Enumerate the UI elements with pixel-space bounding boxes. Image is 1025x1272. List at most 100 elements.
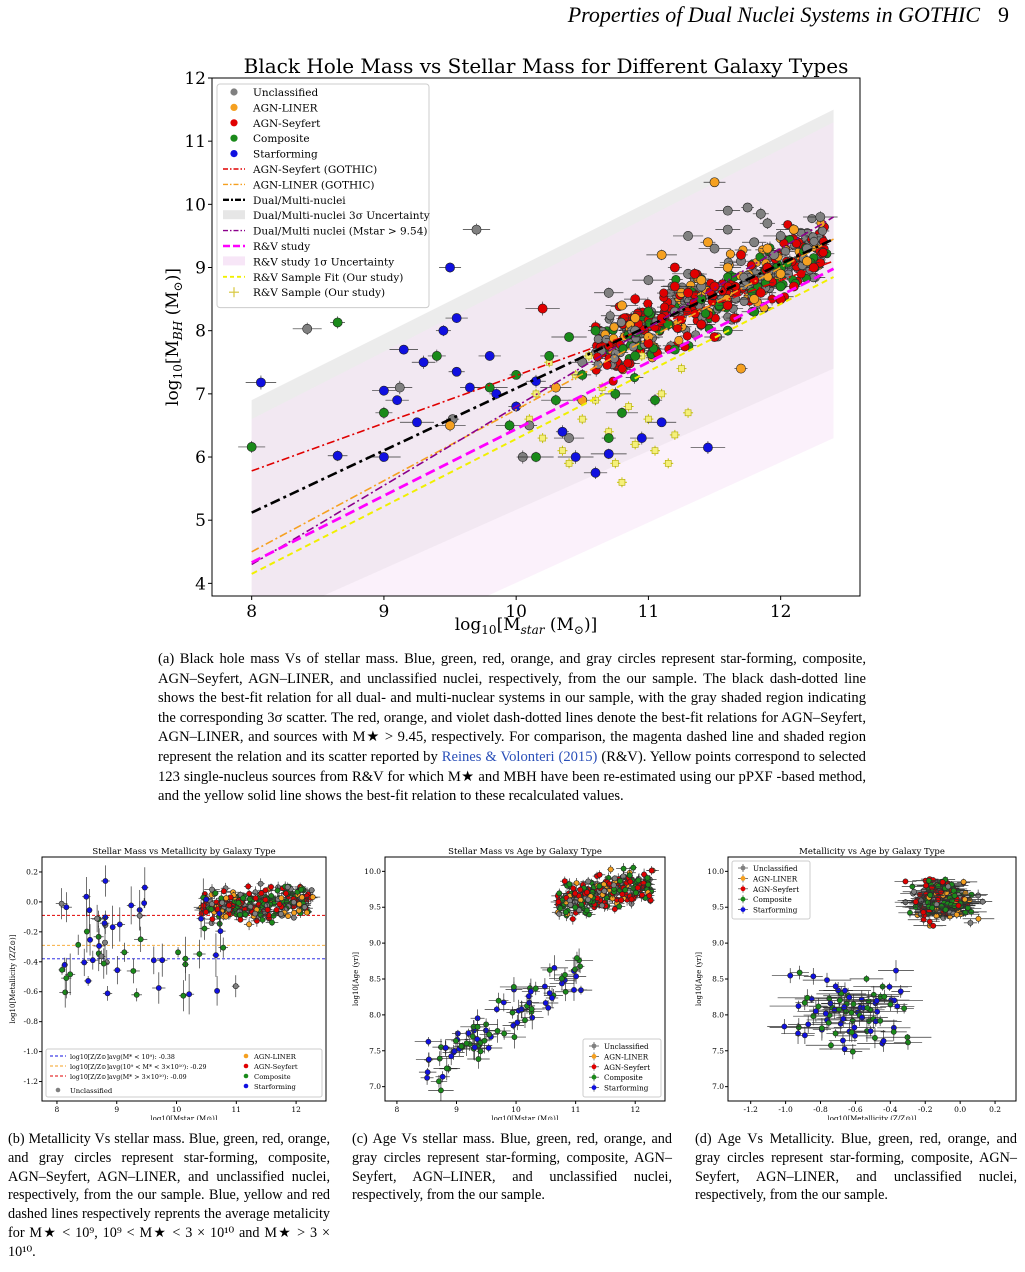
data-point — [141, 900, 148, 907]
point-starforming — [451, 366, 462, 377]
data-point — [610, 882, 617, 889]
fit-line — [251, 238, 834, 553]
cluster-point — [700, 309, 710, 319]
data-point — [818, 1025, 825, 1032]
rv-sample-point — [658, 390, 665, 398]
point-agn-liner — [696, 275, 707, 286]
legend-label: R&V Sample (Our study) — [253, 287, 385, 299]
data-point — [842, 987, 848, 994]
data-point — [485, 1045, 492, 1051]
rv-sample-point — [664, 460, 672, 467]
data-point — [867, 1028, 874, 1035]
point-agn-liner — [656, 249, 667, 260]
data-point — [89, 957, 96, 964]
data-point — [264, 906, 271, 913]
data-point — [522, 1017, 528, 1024]
data-point — [101, 920, 108, 927]
data-point — [426, 1056, 432, 1063]
data-point — [893, 967, 899, 974]
point-unclassified — [722, 224, 733, 235]
cluster-point — [809, 236, 819, 246]
point-unclassified — [755, 208, 766, 219]
cluster-point — [616, 317, 626, 327]
data-point — [100, 960, 107, 967]
data-point — [130, 968, 137, 974]
figure-d-chart: -1.2 -1.0 -0.8 -0.6 -0.4 -0.2 0.0 0.27.07.58.08… — [695, 847, 1017, 1120]
legend-label: Starforming — [253, 149, 318, 161]
cluster-point — [643, 299, 653, 309]
x-axis-label: log10[Mstar (M⊙)] — [150, 1115, 217, 1120]
point-agn-seyfert — [689, 268, 700, 279]
data-point — [529, 1014, 536, 1021]
data-point — [102, 939, 108, 946]
plot-area — [238, 109, 838, 596]
data-point — [607, 866, 614, 873]
point-composite — [650, 395, 660, 406]
y-tick-label: -0.8 — [24, 1017, 39, 1026]
legend-label: Composite — [253, 133, 310, 145]
point-starforming — [332, 450, 343, 461]
data-point — [960, 879, 967, 885]
y-tick-label: 11 — [184, 132, 206, 152]
point-composite — [246, 442, 257, 452]
y-tick-label: 0.0 — [26, 897, 38, 906]
data-point — [86, 907, 93, 914]
y-tick-label: 9.0 — [369, 939, 381, 948]
rv-sample-point — [625, 403, 632, 410]
data-point — [528, 1006, 535, 1012]
data-point — [114, 967, 121, 974]
data-point — [804, 994, 811, 1001]
data-point — [182, 955, 189, 962]
data-point — [646, 892, 653, 899]
data-point — [599, 902, 605, 909]
point-unclassified — [564, 433, 574, 443]
data-point — [203, 896, 210, 903]
data-point — [841, 1046, 848, 1052]
caption-a-link[interactable]: Reines & Volonteri (2015) — [441, 748, 598, 765]
fit-line — [251, 267, 835, 564]
data-point — [577, 886, 584, 893]
rv-sample-point — [631, 441, 639, 448]
data-point — [458, 1043, 465, 1050]
data-point — [975, 892, 982, 899]
point-agn-seyfert — [669, 281, 680, 292]
point-unclassified — [749, 237, 760, 248]
plot-area — [767, 876, 995, 1060]
y-tick-label: 8 — [195, 322, 206, 342]
point-starforming — [418, 357, 429, 368]
point-agn-liner — [617, 300, 627, 311]
data-point — [94, 915, 101, 922]
y-tick-label: 10 — [184, 195, 206, 215]
legend-marker — [223, 256, 245, 266]
data-point — [237, 916, 244, 923]
cluster-point — [739, 296, 749, 306]
data-point — [246, 890, 253, 897]
point-starforming — [636, 433, 647, 443]
x-tick-label: 8 — [395, 1105, 400, 1114]
rv-sample-point — [645, 415, 652, 423]
y-tick-label: 5 — [195, 511, 206, 531]
rv-sample-point — [578, 415, 586, 423]
point-composite — [564, 332, 574, 342]
legend-box — [45, 1048, 323, 1098]
data-point — [62, 989, 69, 996]
point-unclassified — [683, 231, 693, 241]
legend-label: AGN-Seyfert (GOTHIC) — [252, 164, 377, 176]
legend-marker — [243, 1073, 249, 1079]
x-tick-label: 11 — [571, 1105, 581, 1114]
cluster-point — [682, 331, 692, 341]
legend-box — [582, 1038, 662, 1098]
legend-marker — [230, 134, 238, 142]
data-point — [500, 999, 507, 1006]
data-point — [278, 895, 285, 901]
data-point — [890, 1028, 897, 1035]
rv-sample-point — [651, 447, 659, 455]
data-point — [571, 987, 577, 993]
data-point — [953, 911, 960, 918]
data-point — [159, 957, 166, 964]
data-point — [877, 1017, 884, 1024]
cluster-point — [609, 322, 619, 332]
point-composite — [610, 388, 621, 399]
data-point — [618, 897, 625, 904]
data-point — [574, 955, 580, 961]
